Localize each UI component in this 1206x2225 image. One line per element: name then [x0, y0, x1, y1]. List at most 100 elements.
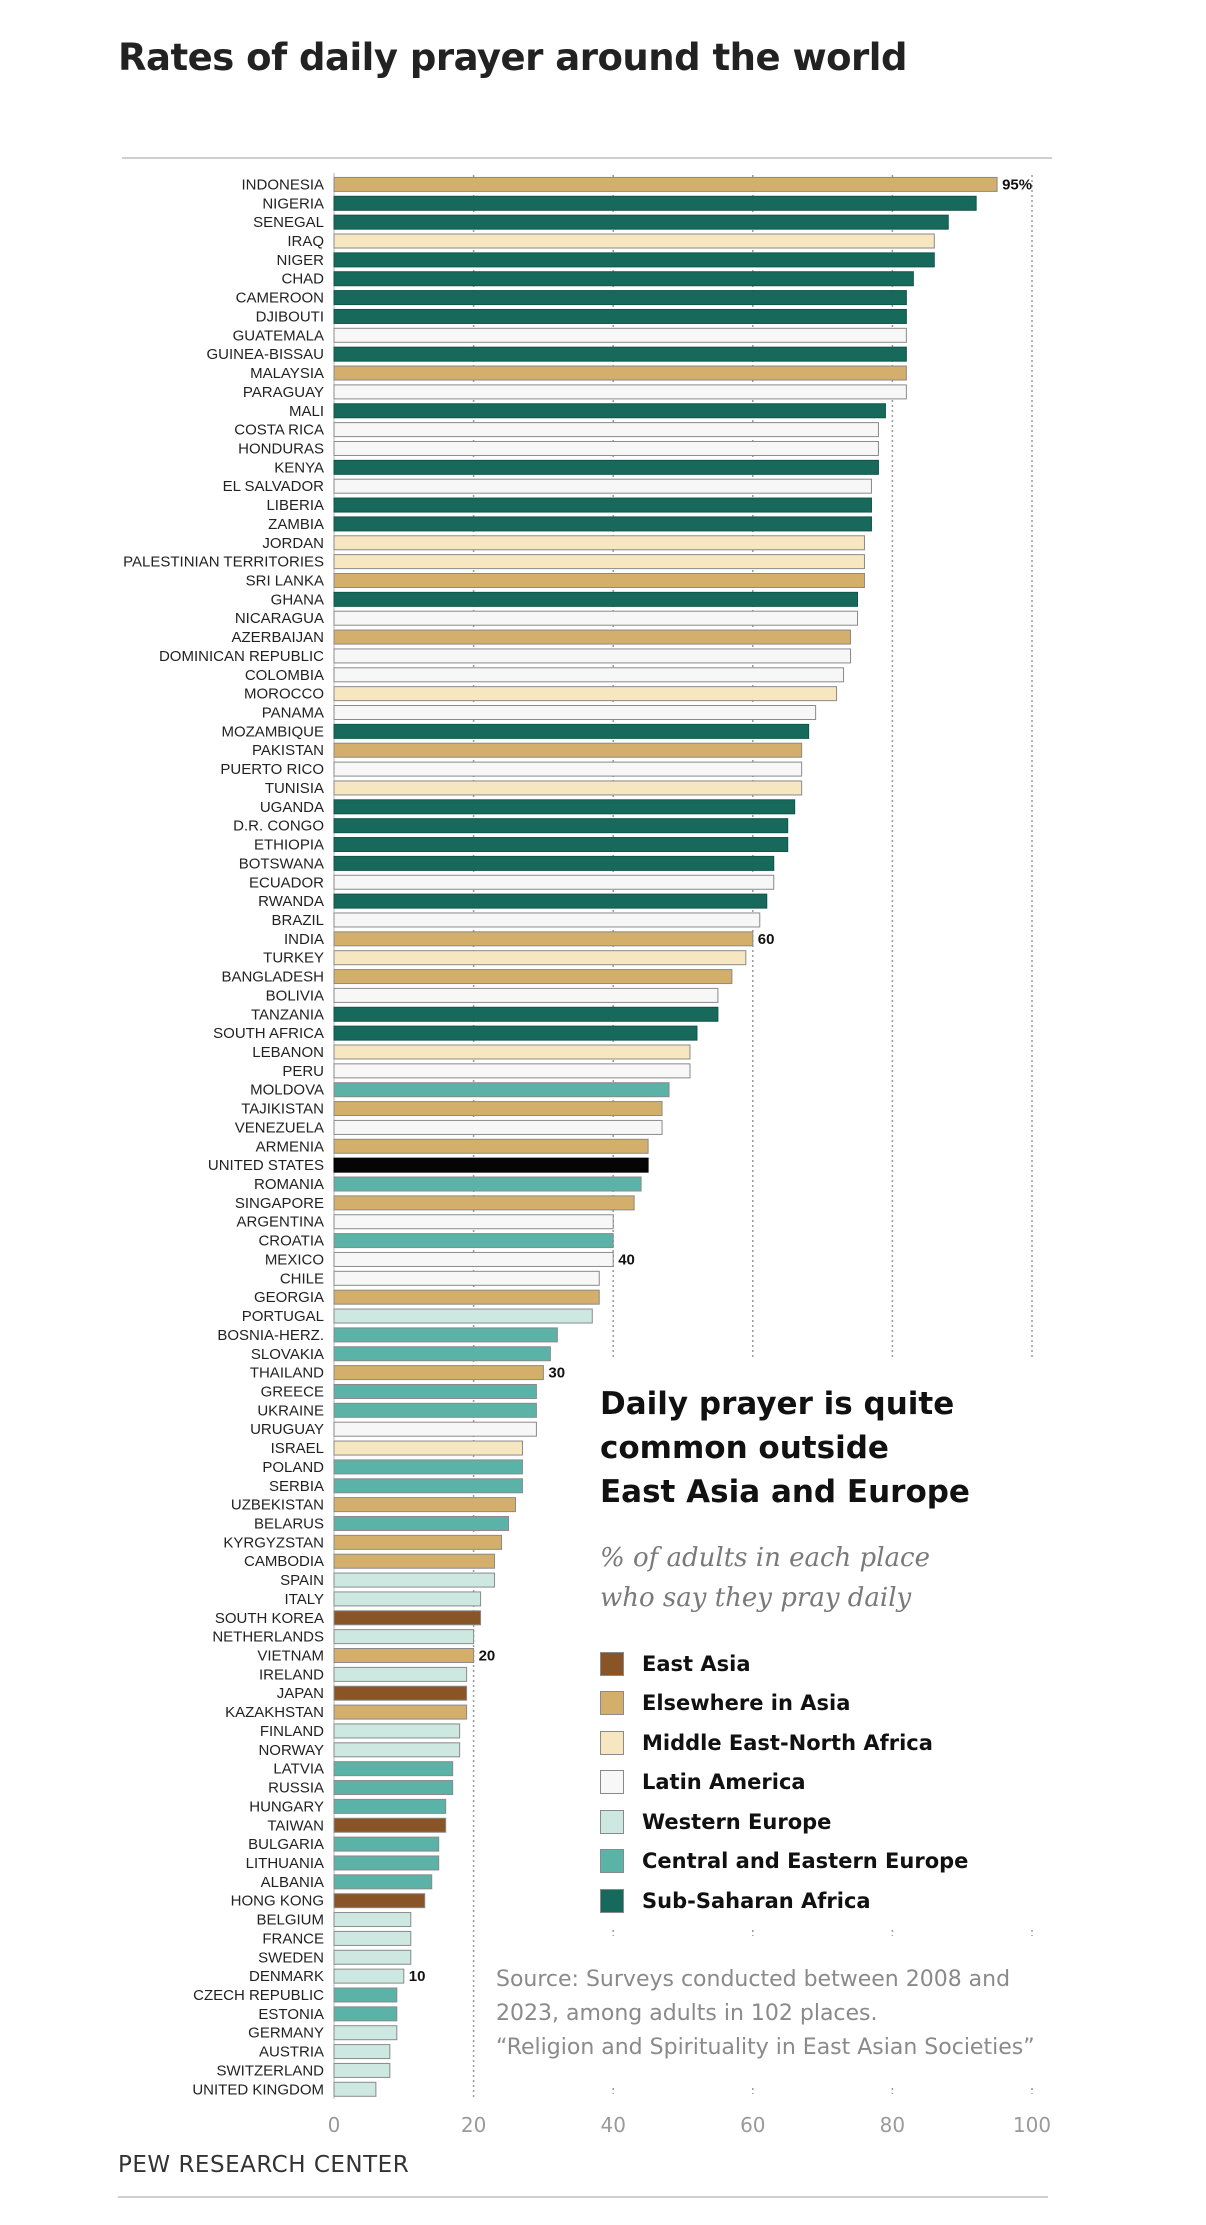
bar: [333, 2006, 398, 2022]
category-label: MALI: [289, 403, 324, 420]
bar: [333, 1478, 523, 1494]
category-label: FINLAND: [260, 1723, 324, 1740]
source-line: Source: Surveys conducted between 2008 a…: [496, 1967, 1011, 1992]
bar: [333, 1930, 412, 1946]
category-label: CZECH REPUBLIC: [193, 1987, 324, 2004]
bar: [333, 1346, 551, 1362]
category-label: LIBERIA: [266, 497, 324, 514]
category-label: KYRGYZSTAN: [223, 1534, 324, 1551]
category-label: SWITZERLAND: [216, 2062, 324, 2079]
legend-label: Central and Eastern Europe: [642, 1849, 969, 1874]
bar: [333, 327, 907, 343]
category-label: SLOVAKIA: [251, 1346, 324, 1363]
category-label: GERMANY: [248, 2025, 324, 2042]
category-label: SWEDEN: [258, 1949, 324, 1966]
bar: [333, 478, 872, 494]
bar: [333, 403, 886, 419]
bar: [333, 855, 775, 871]
category-label: BELARUS: [254, 1515, 324, 1532]
bar: [333, 686, 838, 702]
bar: [333, 252, 935, 268]
category-label: NETHERLANDS: [212, 1629, 324, 1646]
inset-title-line: East Asia and Europe: [600, 1474, 970, 1510]
legend-item-elsewhere-in-asia: Elsewhere in Asia: [600, 1684, 1030, 1724]
bar: [333, 1251, 614, 1267]
category-label: SOUTH AFRICA: [213, 1025, 324, 1042]
category-label: DOMINICAN REPUBLIC: [159, 648, 324, 665]
category-label: BOLIVIA: [266, 987, 324, 1004]
category-label: MALAYSIA: [250, 365, 324, 382]
category-label: CROATIA: [258, 1233, 324, 1250]
bar: [333, 1798, 447, 1814]
bar: [333, 176, 998, 192]
bar: [333, 497, 872, 513]
legend-item-central-eastern-europe: Central and Eastern Europe: [600, 1842, 1030, 1882]
bar: [333, 1912, 412, 1928]
bar: [333, 1761, 454, 1777]
bar: [333, 2081, 377, 2097]
category-label: MOZAMBIQUE: [221, 723, 324, 740]
bar: [333, 1214, 614, 1230]
category-label: ARGENTINA: [236, 1214, 324, 1231]
legend-label: Latin America: [642, 1770, 806, 1795]
category-label: MOROCCO: [244, 686, 324, 703]
x-tick-label: 100: [1013, 2113, 1051, 2137]
bar: [333, 1666, 468, 1682]
bar: [333, 591, 858, 607]
bar: [333, 987, 719, 1003]
bar: [333, 459, 879, 475]
category-label: JORDAN: [262, 535, 324, 552]
bar: [333, 1874, 433, 1890]
bar: [333, 610, 858, 626]
source-line: “Religion and Spirituality in East Asian…: [496, 2035, 1035, 2060]
bar: [333, 1063, 691, 1079]
bar: [333, 290, 907, 306]
category-label: NIGERIA: [262, 195, 324, 212]
bar: [333, 365, 907, 381]
bar: [333, 535, 865, 551]
category-label: UNITED KINGDOM: [192, 2081, 324, 2098]
category-label: CAMEROON: [236, 290, 324, 307]
bar: [333, 1025, 698, 1041]
bar: [333, 1421, 537, 1437]
bar: [333, 2062, 391, 2078]
bar: [333, 233, 935, 249]
legend-label: East Asia: [642, 1651, 751, 1676]
bar: [333, 1044, 691, 1060]
category-label: SPAIN: [280, 1572, 324, 1589]
legend-swatch: [600, 1691, 624, 1716]
category-label: THAILAND: [250, 1365, 324, 1382]
bar: [333, 1270, 600, 1286]
category-label: D.R. CONGO: [233, 818, 324, 835]
category-label: AUSTRIA: [259, 2044, 324, 2061]
bar: [333, 648, 852, 664]
bar: [333, 1817, 447, 1833]
category-label: PANAMA: [262, 705, 324, 722]
category-label: SENEGAL: [253, 214, 324, 231]
category-label: ETHIOPIA: [254, 837, 324, 854]
category-label: GHANA: [271, 591, 324, 608]
category-label: NICARAGUA: [235, 610, 324, 627]
category-label: MOLDOVA: [250, 1082, 324, 1099]
legend-item-sub-saharan-africa: Sub-Saharan Africa: [600, 1881, 1030, 1921]
category-label: RWANDA: [258, 893, 324, 910]
bar: [333, 1176, 642, 1192]
x-tick-label: 60: [740, 2113, 765, 2137]
inset-subtitle-line: who say they pray daily: [600, 1583, 912, 1613]
category-label: DENMARK: [249, 1968, 324, 1985]
bar: [333, 1119, 663, 1135]
bar: [333, 1006, 719, 1022]
bar: [333, 742, 803, 758]
inset-title: Daily prayer is quite common outside Eas…: [600, 1382, 1030, 1514]
category-label: LITHUANIA: [246, 1855, 324, 1872]
bar: [333, 799, 796, 815]
data-label: 60: [758, 931, 775, 948]
category-label: EL SALVADOR: [223, 478, 325, 495]
legend-swatch: [600, 1849, 624, 1874]
bar: [333, 1459, 523, 1475]
category-label: HONDURAS: [238, 440, 324, 457]
bar: [333, 1648, 475, 1664]
bar: [333, 1082, 670, 1098]
data-label: 10: [409, 1968, 426, 1985]
